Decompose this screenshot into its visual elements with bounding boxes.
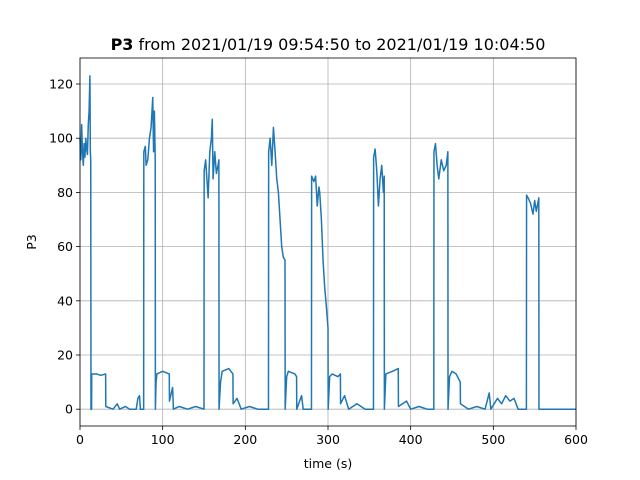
- y-tick-label: 120: [49, 77, 73, 92]
- data-line: [79, 75, 576, 410]
- plot-area: 0 100 200 300 400 500 600 0 20 40 60 80 100 120: [49, 58, 588, 447]
- x-tick-label: 600: [564, 432, 588, 447]
- x-tick-label: 0: [76, 432, 84, 447]
- title-bold: P3: [111, 35, 134, 54]
- axes-frame: [79, 57, 577, 427]
- x-tick-label: 200: [233, 432, 257, 447]
- x-axis-label: time (s): [304, 456, 352, 471]
- x-tick-label: 400: [399, 432, 423, 447]
- x-tick-label: 300: [316, 432, 340, 447]
- y-axis-label: P3: [24, 234, 39, 250]
- y-tick-label: 100: [49, 131, 73, 146]
- x-tick-label: 500: [481, 432, 505, 447]
- y-tick-label: 60: [57, 239, 73, 254]
- y-tick-label: 0: [65, 402, 73, 417]
- title-rest: from 2021/01/19 09:54:50 to 2021/01/19 1…: [139, 35, 546, 54]
- chart-title: P3 from 2021/01/19 09:54:50 to 2021/01/1…: [111, 35, 546, 54]
- y-tick-label: 40: [57, 293, 73, 308]
- y-tick-label: 80: [57, 185, 73, 200]
- x-tick-label: 100: [151, 432, 175, 447]
- y-tick-label: 20: [57, 348, 73, 363]
